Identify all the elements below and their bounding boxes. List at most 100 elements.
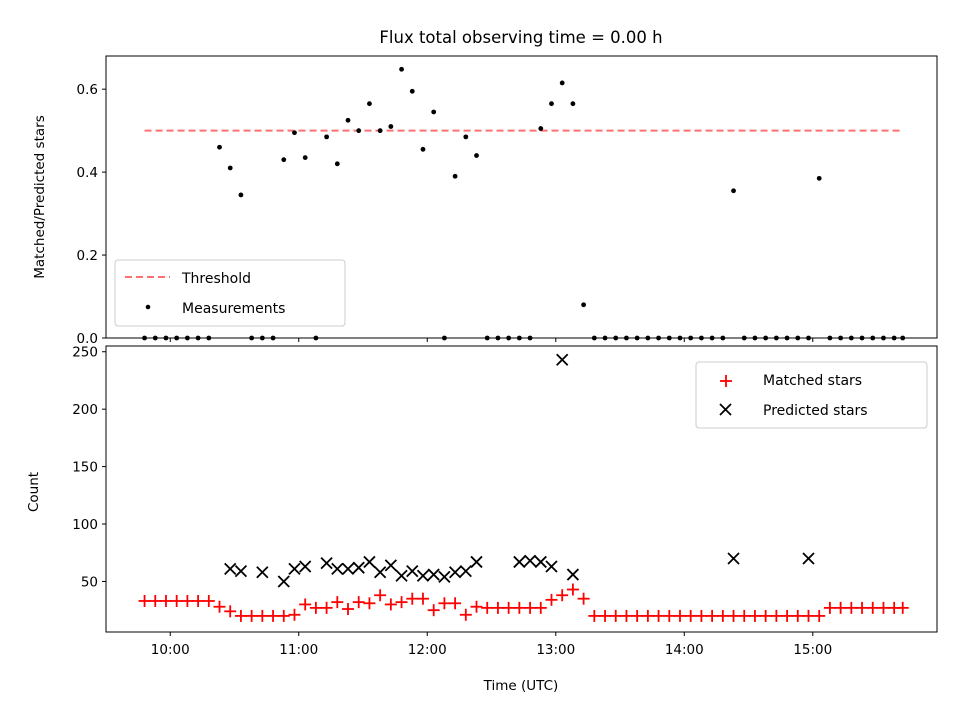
matched-stars-point xyxy=(491,601,504,614)
matched-stars-point xyxy=(641,609,654,622)
matched-stars-point xyxy=(159,594,172,607)
matched-stars-point xyxy=(759,609,772,622)
measurement-point xyxy=(463,134,469,140)
predicted-stars-point xyxy=(802,552,815,565)
predicted-legend-marker xyxy=(719,403,732,416)
measurement-point xyxy=(399,66,404,72)
top-y-axis-label: Matched/Predicted stars xyxy=(32,115,48,278)
matched-stars-point xyxy=(770,609,783,622)
measurement-point xyxy=(409,88,415,94)
matched-stars-point xyxy=(256,609,269,622)
matched-stars-point xyxy=(845,601,858,614)
matched-stars-point xyxy=(138,594,151,607)
measurement-point xyxy=(474,153,479,158)
matched-stars-point xyxy=(866,601,879,614)
measurement-point xyxy=(420,146,426,152)
predicted-stars-point xyxy=(299,560,312,573)
matched-stars-point xyxy=(406,592,419,605)
top-legend-box xyxy=(114,259,346,327)
measurement-point xyxy=(281,157,287,163)
matched-stars-point xyxy=(534,601,547,614)
measurement-point xyxy=(388,124,394,129)
measurement-point xyxy=(367,101,372,107)
predicted-stars-point xyxy=(534,555,547,569)
matched-stars-point xyxy=(384,598,397,611)
matched-stars-point xyxy=(224,605,237,618)
predicted-stars-point xyxy=(341,562,355,575)
bottom-xtick-label: 10:00 xyxy=(151,642,190,658)
matched-stars-point xyxy=(823,601,836,614)
top-ytick-label: 0.2 xyxy=(77,248,98,264)
measurement-point xyxy=(238,192,244,198)
predicted-stars-point xyxy=(331,562,344,575)
matched-stars-point xyxy=(738,609,751,622)
top-chart-title: Flux total observing time = 0.00 h xyxy=(379,28,662,47)
bottom-xtick-label: 13:00 xyxy=(536,642,575,658)
bottom-xtick-label: 11:00 xyxy=(279,642,318,658)
top-plot-area: 0.0 0.2 0.4 0.6 xyxy=(77,55,938,347)
matched-stars-point xyxy=(588,609,601,622)
measurement-point xyxy=(217,144,222,150)
measurement-point xyxy=(559,80,565,86)
matched-stars-point xyxy=(856,601,869,614)
matched-stars-point xyxy=(438,597,451,610)
matched-stars-point xyxy=(481,601,494,614)
measurement-point xyxy=(731,188,736,194)
bottom-series-0 xyxy=(138,583,909,622)
bottom-xtick-label: 15:00 xyxy=(793,642,832,658)
matched-stars-point xyxy=(791,609,804,622)
predicted-stars-point xyxy=(470,555,483,569)
predicted-stars-point xyxy=(459,564,472,578)
bottom-y-axis-label: Count xyxy=(26,472,42,512)
measurement-point xyxy=(292,130,297,136)
bottom-axes-frame xyxy=(105,345,938,633)
predicted-stars-point xyxy=(277,575,290,588)
top-axes-frame xyxy=(105,55,938,339)
matched-stars-point xyxy=(374,589,387,602)
matched-stars-point xyxy=(170,594,183,607)
matched-stars-point xyxy=(566,583,579,596)
matched-stars-point xyxy=(545,593,558,606)
top-ytick-label: 0.0 xyxy=(77,331,98,347)
matched-stars-point xyxy=(695,609,708,622)
matched-stars-point xyxy=(748,609,761,622)
matched-stars-point xyxy=(877,601,890,614)
measurement-point xyxy=(452,173,458,179)
matched-stars-point xyxy=(781,609,794,622)
predicted-stars-point xyxy=(363,555,376,569)
bottom-ytick-label: 200 xyxy=(72,402,98,418)
measurement-point xyxy=(538,126,544,131)
matched-stars-point xyxy=(813,609,826,622)
matched-stars-point xyxy=(470,600,483,613)
bottom-series-1 xyxy=(224,353,815,588)
matched-stars-point xyxy=(620,609,633,622)
matched-stars-point xyxy=(416,592,429,605)
measurements-legend-marker xyxy=(145,304,151,310)
matched-stars-point xyxy=(363,597,376,610)
bottom-xtick-label: 12:00 xyxy=(408,642,447,658)
matched-stars-point xyxy=(502,601,515,614)
bottom-ytick-label: 50 xyxy=(81,574,98,590)
matched-stars-point xyxy=(834,601,847,614)
predicted-stars-point xyxy=(438,570,451,584)
matched-stars-point xyxy=(320,601,333,614)
matched-legend-marker xyxy=(720,375,732,387)
top-ytick-label: 0.6 xyxy=(77,82,98,98)
matched-stars-point xyxy=(459,608,472,621)
bottom-x-axis-label: Time (UTC) xyxy=(483,678,559,694)
predicted-stars-point xyxy=(416,569,430,582)
matched-stars-point xyxy=(727,609,740,622)
matched-stars-point xyxy=(631,609,644,622)
predicted-stars-point xyxy=(513,555,526,569)
matched-stars-point xyxy=(524,601,537,614)
matched-stars-point xyxy=(716,609,729,622)
matched-stars-point xyxy=(609,609,622,622)
bottom-plot-area: 50 100 150 200 250 10:00 11:00 12:00 13:00 14:00 1… xyxy=(72,345,938,658)
measurements-legend-label: Measurements xyxy=(182,301,285,317)
predicted-stars-point xyxy=(374,566,387,579)
matched-stars-point xyxy=(352,596,365,609)
matched-stars-point xyxy=(663,609,676,622)
bottom-legend: Matched stars Predicted stars xyxy=(695,361,928,429)
matched-stars-point xyxy=(267,609,280,622)
